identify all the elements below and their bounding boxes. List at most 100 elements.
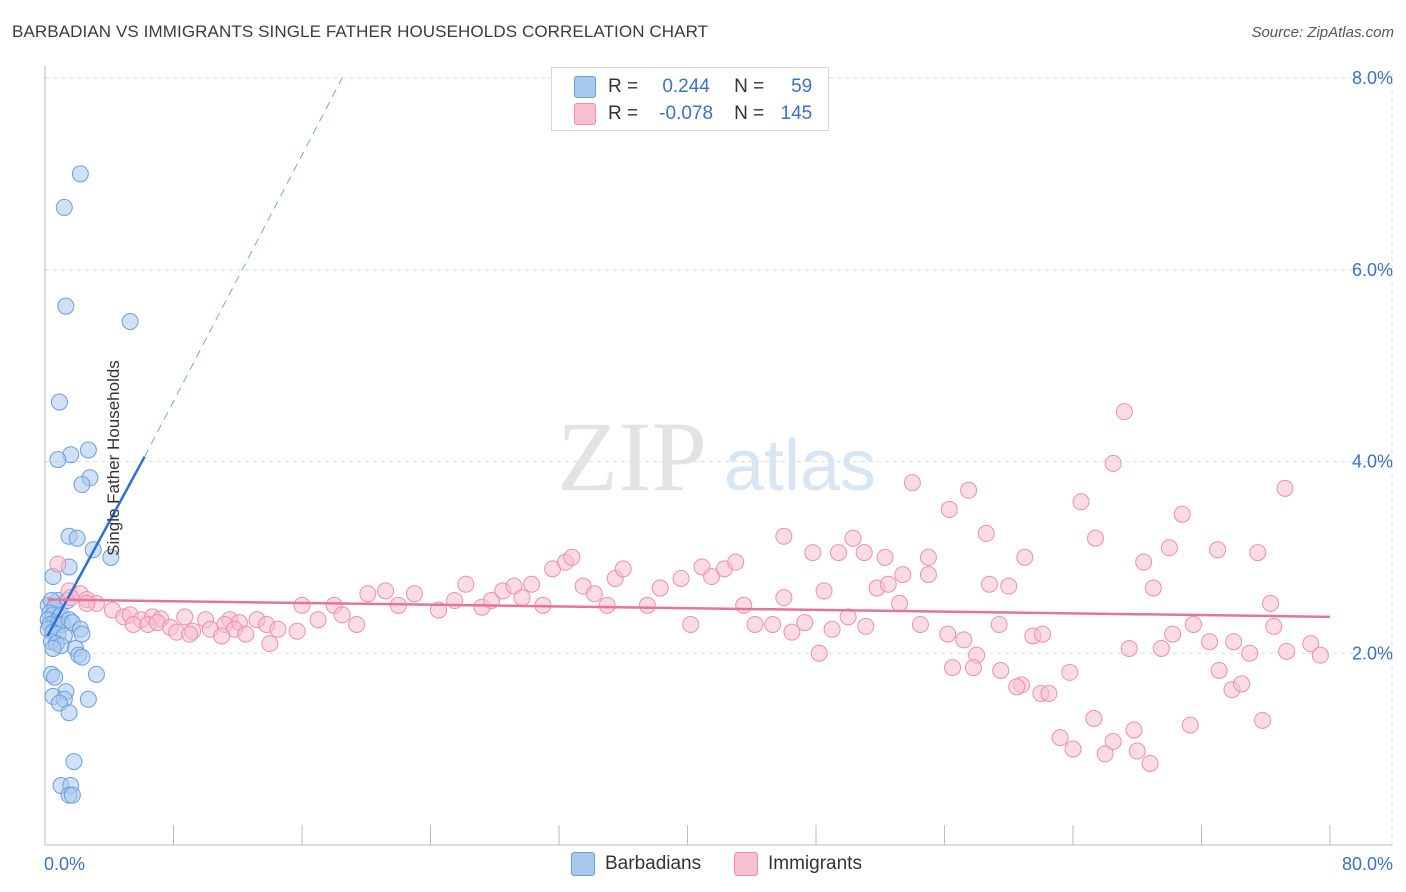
data-point — [735, 596, 753, 614]
data-point — [513, 589, 531, 607]
data-point — [79, 690, 97, 708]
data-point — [775, 527, 793, 545]
data-point — [944, 659, 962, 677]
data-point — [1181, 716, 1199, 734]
legend-row-barbadians: R = 0.244 N = 59 — [574, 76, 812, 98]
legend-item-immigrants[interactable]: Immigrants — [734, 852, 862, 876]
stats-legend: R = 0.244 N = 59 R = -0.078 N = 145 — [551, 67, 829, 131]
data-point — [261, 635, 279, 653]
watermark-atlas: atlas — [724, 426, 876, 506]
data-point — [49, 451, 67, 469]
data-point — [49, 555, 67, 573]
legend-swatch-barbadians — [571, 852, 595, 876]
y-tick-label: 4.0% — [1352, 452, 1393, 472]
data-points — [39, 165, 1329, 804]
data-point — [775, 589, 793, 607]
watermark-zip: ZIP — [557, 401, 707, 512]
data-point — [73, 625, 91, 643]
data-point — [939, 625, 957, 643]
data-point — [348, 615, 366, 633]
data-point — [78, 594, 96, 612]
data-point — [1311, 646, 1329, 664]
data-point — [614, 560, 632, 578]
data-point — [891, 594, 909, 612]
data-point — [1096, 745, 1114, 763]
data-point — [1141, 755, 1159, 773]
series-immigrants — [49, 403, 1329, 773]
data-point — [857, 617, 875, 635]
data-point — [405, 585, 423, 603]
data-point — [1209, 541, 1227, 559]
data-point — [960, 481, 978, 499]
data-point — [638, 596, 656, 614]
data-point — [839, 608, 857, 626]
data-point — [1201, 633, 1219, 651]
data-point — [457, 575, 475, 593]
data-point — [764, 615, 782, 633]
legend-label-barbadians: Barbadians — [605, 853, 702, 874]
series-legend: Barbadians Immigrants — [0, 852, 1406, 878]
data-point — [1210, 662, 1228, 680]
legend-r-label: R = — [608, 103, 639, 124]
data-point — [1085, 709, 1103, 727]
data-point — [919, 548, 937, 566]
data-point — [1249, 544, 1267, 562]
axes — [44, 66, 1392, 846]
data-point — [293, 596, 311, 614]
data-point — [1254, 711, 1272, 729]
data-point — [1152, 639, 1170, 657]
data-point — [919, 566, 937, 584]
data-point — [73, 476, 91, 494]
y-axis-label: Single Father Households — [103, 360, 123, 556]
data-point — [585, 585, 603, 603]
legend-row-immigrants: R = -0.078 N = 145 — [574, 103, 812, 125]
data-point — [44, 639, 62, 657]
data-point — [60, 704, 78, 722]
data-point — [1184, 615, 1202, 633]
data-point — [1072, 493, 1090, 511]
legend-n-label: N = — [734, 76, 765, 97]
data-point — [682, 615, 700, 633]
data-point — [124, 615, 142, 633]
data-point — [1061, 663, 1079, 681]
data-point — [746, 615, 764, 633]
data-point — [563, 548, 581, 566]
data-point — [288, 622, 306, 640]
data-point — [79, 441, 97, 459]
legend-swatch-immigrants — [574, 103, 596, 125]
series-barbadians — [39, 165, 139, 804]
data-point — [703, 568, 721, 586]
data-point — [1000, 577, 1018, 595]
data-point — [1233, 675, 1251, 693]
data-point — [796, 614, 814, 632]
data-point — [879, 575, 897, 593]
data-point — [977, 524, 995, 542]
data-point — [598, 596, 616, 614]
data-point — [73, 648, 91, 666]
data-point — [1040, 685, 1058, 703]
data-point — [46, 668, 64, 686]
data-point — [783, 623, 801, 641]
data-point — [992, 662, 1010, 680]
data-point — [213, 627, 231, 645]
trend-line-barbadians — [46, 456, 146, 637]
x-tick-label: 0.0% — [44, 854, 85, 874]
data-point — [1241, 644, 1259, 662]
data-point — [523, 575, 541, 593]
legend-item-barbadians[interactable]: Barbadians — [571, 852, 701, 876]
data-point — [68, 529, 86, 547]
data-point — [269, 620, 287, 638]
data-point — [804, 544, 822, 562]
data-point — [1125, 721, 1143, 739]
data-point — [672, 569, 690, 587]
y-tick-label: 8.0% — [1352, 68, 1393, 88]
y-tick-label: 2.0% — [1352, 643, 1393, 663]
data-point — [727, 553, 745, 571]
data-point — [71, 165, 89, 183]
legend-swatch-immigrants — [734, 852, 758, 876]
data-point — [1115, 403, 1133, 421]
data-point — [1302, 635, 1320, 653]
data-point — [1128, 742, 1146, 760]
data-point — [359, 585, 377, 603]
x-tick-label: 80.0% — [1342, 854, 1393, 874]
